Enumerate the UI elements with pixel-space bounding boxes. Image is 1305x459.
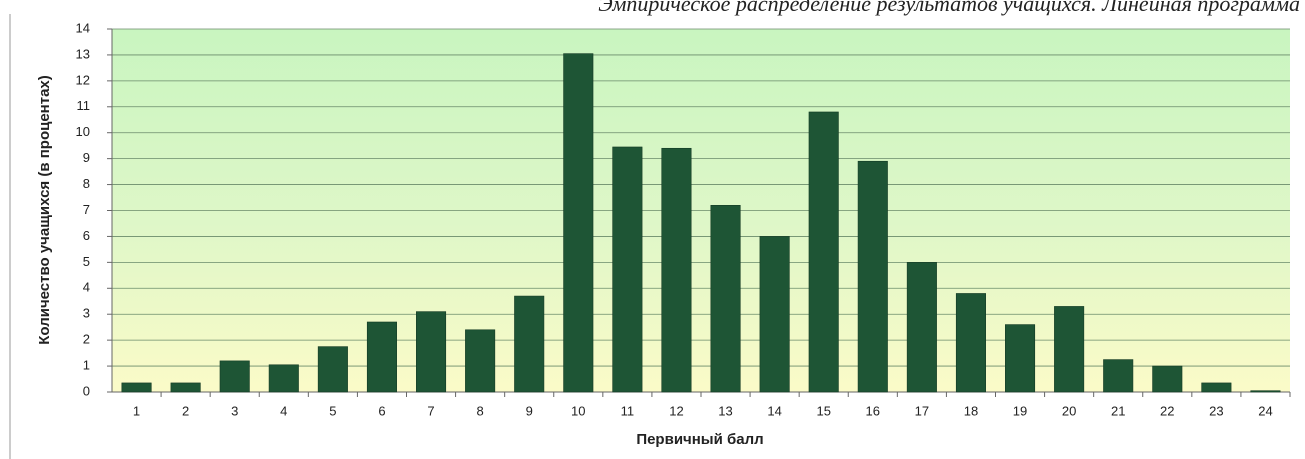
bar (170, 382, 201, 393)
x-tick-label: 4 (280, 403, 287, 418)
bar (465, 329, 496, 393)
bar (1005, 324, 1036, 393)
y-tick-label: 8 (83, 176, 90, 191)
bar (710, 205, 741, 393)
x-tick-label: 14 (767, 403, 781, 418)
x-tick-label: 3 (231, 403, 238, 418)
x-tick-label: 24 (1258, 403, 1272, 418)
bar (906, 262, 937, 393)
bar (857, 160, 888, 393)
bar (514, 295, 545, 393)
bar (759, 236, 790, 393)
x-tick-label: 23 (1209, 403, 1223, 418)
x-tick-label: 16 (866, 403, 880, 418)
bar (661, 147, 692, 393)
x-tick-label: 11 (621, 403, 635, 418)
chart-title: Эмпирическое распределение результатов у… (598, 0, 1300, 16)
bar (366, 321, 397, 393)
y-tick-label: 4 (83, 280, 90, 295)
x-tick-label: 9 (526, 403, 533, 418)
y-tick-label: 9 (83, 150, 90, 165)
x-tick-label: 22 (1160, 403, 1174, 418)
bar (1250, 390, 1281, 393)
y-tick-label: 11 (77, 98, 91, 113)
bar (1103, 359, 1134, 393)
y-tick-label: 5 (83, 254, 90, 269)
y-axis-label: Количество учащихся (в процентах) (36, 75, 53, 345)
bar (219, 360, 250, 393)
bar (1054, 306, 1085, 393)
x-tick-label: 21 (1111, 403, 1125, 418)
bar (955, 293, 986, 393)
x-tick-label: 2 (182, 403, 189, 418)
y-tick-label: 10 (76, 124, 90, 139)
bar (1152, 365, 1183, 393)
y-tick-label: 1 (83, 358, 90, 373)
bar (808, 111, 839, 393)
y-tick-label: 0 (83, 383, 90, 398)
y-tick-label: 7 (83, 202, 90, 217)
x-tick-label: 19 (1013, 403, 1027, 418)
y-tick-label: 2 (83, 332, 90, 347)
x-tick-label: 10 (571, 403, 585, 418)
bar (1201, 382, 1232, 393)
x-tick-label: 17 (915, 403, 929, 418)
x-tick-label: 8 (477, 403, 484, 418)
y-tick-label: 13 (76, 46, 90, 61)
x-axis-label: Первичный балл (636, 431, 763, 448)
y-tick-label: 14 (76, 20, 90, 35)
x-tick-label: 15 (816, 403, 830, 418)
bar (268, 364, 299, 393)
x-tick-label: 13 (718, 403, 732, 418)
x-tick-label: 5 (329, 403, 336, 418)
bar (121, 382, 152, 393)
x-tick-label: 12 (669, 403, 683, 418)
y-tick-label: 3 (83, 306, 90, 321)
y-tick-label: 6 (83, 228, 90, 243)
bar (563, 53, 594, 393)
x-tick-label: 7 (427, 403, 434, 418)
x-tick-label: 18 (964, 403, 978, 418)
x-tick-label: 20 (1062, 403, 1076, 418)
y-tick-label: 12 (76, 72, 90, 87)
x-tick-label: 6 (378, 403, 385, 418)
x-tick-label: 1 (133, 403, 140, 418)
bar (317, 346, 348, 393)
bar (416, 311, 447, 393)
bar (612, 146, 643, 393)
